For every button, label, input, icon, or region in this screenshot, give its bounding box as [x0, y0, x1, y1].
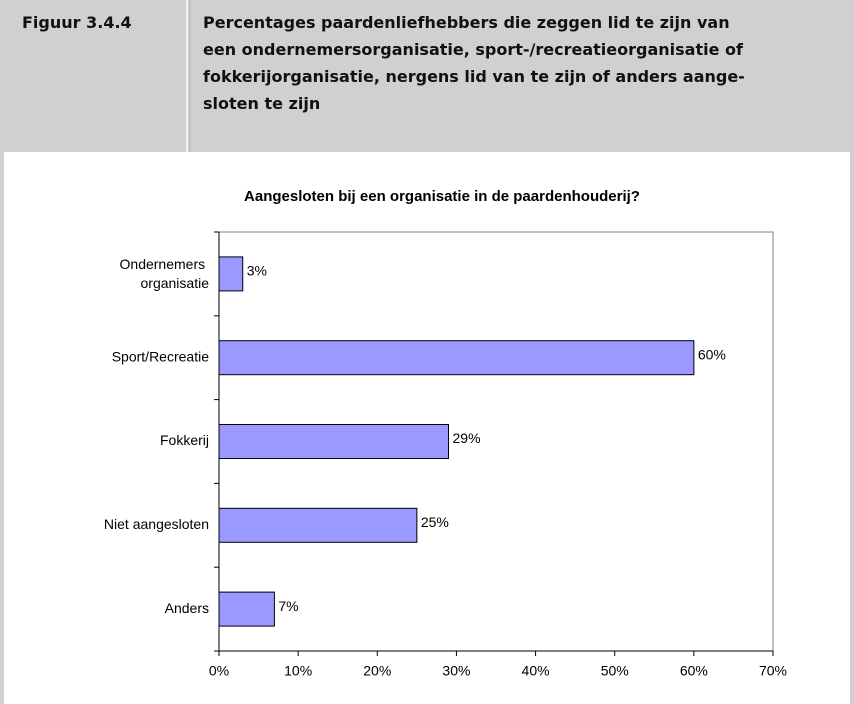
bar: [218, 256, 244, 292]
caption-line: fokkerijorganisatie, nergens lid van te …: [203, 67, 745, 86]
y-tick-label: Fokkerij: [160, 432, 209, 448]
caption-line: een ondernemersorganisatie, sport-/recre…: [203, 40, 744, 59]
caption-line: Percentages paardenliefhebbers die zegge…: [203, 13, 730, 32]
x-tick-label: 0%: [209, 663, 229, 679]
y-tick-label: Ondernemers organisatie: [120, 256, 210, 291]
bar: [218, 591, 275, 627]
y-tick-label: Anders: [165, 600, 209, 616]
value-label: 7%: [278, 598, 298, 614]
value-label: 29%: [453, 430, 481, 446]
figure-label: Figuur 3.4.4: [22, 13, 132, 32]
value-label: 3%: [247, 263, 267, 279]
chart-title: Aangesloten bij een organisatie in de pa…: [244, 188, 640, 205]
x-tick-label: 70%: [759, 663, 787, 679]
header-band: [0, 0, 854, 152]
y-tick-label: Niet aangesloten: [104, 516, 209, 532]
x-tick-label: 20%: [363, 663, 391, 679]
y-tick-label: Sport/Recreatie: [112, 348, 209, 364]
right-border: [850, 152, 854, 704]
left-border: [0, 152, 4, 704]
x-tick-label: 50%: [601, 663, 629, 679]
x-tick-label: 30%: [442, 663, 470, 679]
x-tick-label: 60%: [680, 663, 708, 679]
value-label: 60%: [698, 346, 726, 362]
value-label: 25%: [421, 514, 449, 530]
bar: [218, 507, 418, 543]
bar: [218, 340, 695, 376]
y-tick-label-line: organisatie: [141, 275, 210, 291]
bar: [218, 424, 450, 459]
caption-line: sloten te zijn: [203, 94, 320, 113]
x-tick-label: 40%: [522, 663, 550, 679]
x-tick-label: 10%: [284, 663, 312, 679]
y-tick-label-line: Ondernemers: [120, 256, 209, 272]
